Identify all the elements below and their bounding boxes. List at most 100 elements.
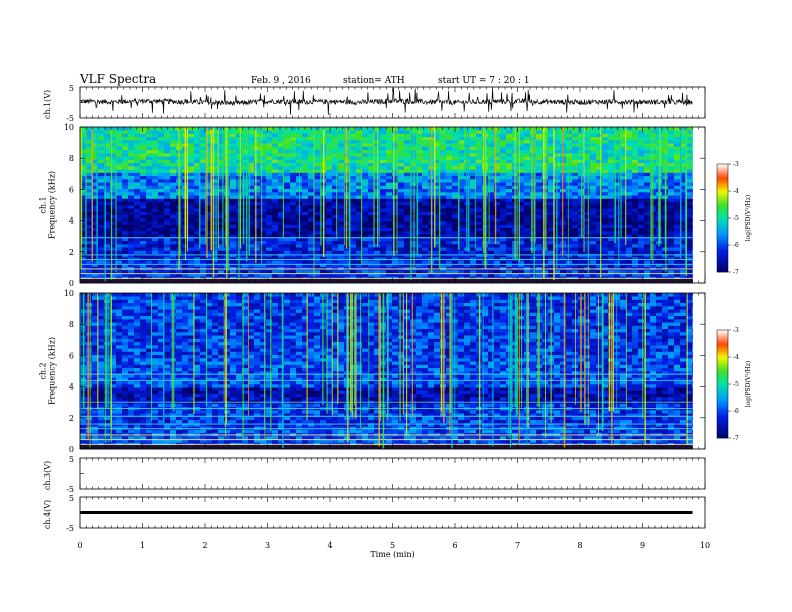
ch1-spectrogram-cell [446,218,453,222]
ch1-spectrogram-cell [452,146,459,151]
ch1-spectrogram-cell [476,234,483,238]
ch1-spectrogram-cell [308,208,315,212]
ch1-spectrogram-cell [398,195,405,199]
ch1-spectrogram-cell [392,149,399,154]
ch1-spectrogram-cell [668,185,675,190]
ch1-spectrogram-cell [362,250,369,255]
ch1-spectrogram-cell [368,253,375,258]
ch1-spectrogram-cell [242,140,249,144]
ch1-spectrogram-cell [188,192,195,196]
ch1-spectrogram-cell [230,162,237,167]
ch1-spectrogram-cell [134,140,141,144]
ch1-spectrogram-cell [446,140,453,144]
ch1-spectrogram-cell [590,149,597,154]
ch1-spectrogram-cell [446,201,453,206]
ch1-spectrogram-cell [80,149,87,154]
ch1-spectrogram-cell [284,140,291,144]
ch1-spectrogram-cell [572,198,579,203]
ch1-spectrogram-cell [590,221,597,225]
ch1-spectrogram-cell [404,237,411,242]
ch1-spectrogram-cell [338,260,345,264]
ch1-spectrogram-cell [440,182,447,186]
ch1-spectrogram-cell [638,201,645,206]
ch1-spectrogram-cell [410,162,417,167]
ch1-spectrogram-cell [566,227,573,232]
ch1-spectrogram-cell [608,172,615,177]
ch1-spectrogram-cell [548,237,555,242]
ch1-spectrogram-cell [632,133,639,138]
ch1-spectrogram-cell [212,185,219,190]
ch1-spectrogram-cell [476,244,483,248]
ch1-spectrogram-cell [584,208,591,212]
ch1-spectrogram-cell [98,136,105,141]
ch1-spectrogram-cell [302,240,309,245]
ch1-spectrogram-cell [146,257,153,261]
ch1-spectrogram-cell [626,211,633,216]
ch1-spectrogram-cell [446,136,453,141]
ch1-spectrogram-cell [500,172,507,177]
ch1-spectrogram-cell [488,149,495,154]
ch1-spectrogram-cell [356,153,363,157]
ch1-spectrogram-cell [104,143,111,147]
ch1-spectrogram-cell [686,250,693,255]
ch1-spectrogram-cell [188,240,195,245]
ch1-spectrogram-cell [584,195,591,199]
ch1-spectrogram-cell [404,185,411,190]
ch1-spectrogram-cell [230,218,237,222]
ch1-spectrogram-cell [272,188,279,193]
ch1-spectrogram-cell [518,188,525,193]
ch1-spectrogram-cell [332,146,339,151]
ch1-spectrogram-cell [164,208,171,212]
ch1-spectrogram-cell [152,162,159,167]
ch1-spectrogram-cell [632,214,639,219]
ch1-spectrogram-cell [290,231,297,235]
ch1-spectrogram-cell [620,244,627,248]
ch1-spectrogram-cell [110,227,117,232]
ch1-spectrogram-cell [434,201,441,206]
ch1-spectrogram-cell [536,143,543,147]
ch1-spectrogram-cell [278,136,285,141]
ch1-spectrogram-cell [674,211,681,216]
ch1-spectrogram-cell [620,175,627,180]
ch1-spectrogram-cell [212,231,219,235]
ch1-spectrogram-cell [386,182,393,186]
ch1-spectrogram-cell [80,153,87,157]
ch1-spectrogram-cell [500,205,507,209]
ch1-spectrogram-cell [278,247,285,251]
ch1-spectrogram-cell [218,182,225,186]
ch1-spectrogram-cell [668,211,675,216]
ch1-spectrogram-cell [146,149,153,154]
ch1-spectrogram-cell [458,211,465,216]
ch1-spectrogram-cell [140,172,147,177]
ch1-spectrogram-cell [356,263,363,268]
ch1-spectrogram-cell [398,231,405,235]
ch1-spectrogram-cell [470,140,477,144]
ch1-spectrogram-cell [686,218,693,222]
ch1-spectrogram-cell [518,172,525,177]
ch1-spectrogram-cell [596,146,603,151]
ch1-waveform-ytick-label: -5 [66,114,74,123]
ch1-spectrogram-cell [674,263,681,268]
ch1-spectrogram-cell [380,218,387,222]
ch1-spectrogram-cell [374,260,381,264]
ch1-spectrogram-cell [440,159,447,164]
ch1-spectrogram-cell [410,253,417,258]
ch1-spectrogram-cell [602,179,609,183]
ch1-spectrogram-cell [518,221,525,225]
ch1-spectrogram-cell [206,211,213,216]
ch1-spectrogram-cell [332,192,339,196]
ch1-spectrogram-cell [104,133,111,138]
ch1-spectrogram-cell [416,156,423,160]
ch1-spectrogram-cell [674,185,681,190]
ch1-spectrogram-cell [230,175,237,180]
ch1-spectrogram-cell [278,208,285,212]
ch1-spectrogram-cell [458,263,465,268]
ch1-spectrogram-cell [638,250,645,255]
ch1-spectrogram-cell [140,130,147,134]
ch1-spectrogram-cell [500,227,507,232]
ch1-spectrogram-cell [164,195,171,199]
ch1-spectrogram-cell [446,247,453,251]
ch1-spectrogram-cell [386,227,393,232]
ch1-spectrogram-cell [566,149,573,154]
ch1-spectrogram-cell [644,136,651,141]
